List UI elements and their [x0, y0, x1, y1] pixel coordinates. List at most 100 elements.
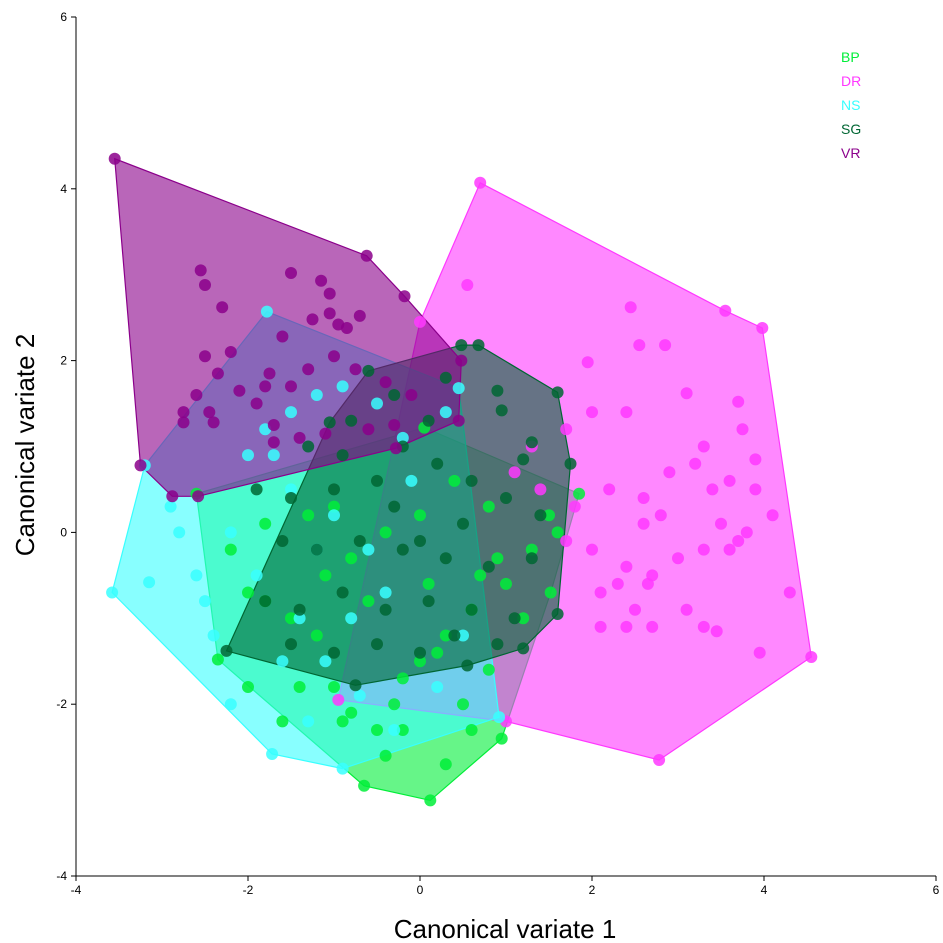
point-ns-22 — [250, 569, 263, 582]
point-bp-36 — [439, 758, 452, 771]
point-vr-34 — [405, 389, 418, 401]
point-ns-26 — [388, 724, 401, 736]
point-vr-13 — [323, 287, 336, 300]
point-dr-42 — [697, 620, 710, 633]
point-sg-50 — [336, 449, 349, 462]
point-dr-26 — [568, 500, 581, 513]
point-sg-38 — [422, 595, 435, 608]
point-dr-48 — [637, 517, 650, 530]
point-dr-21 — [689, 457, 702, 470]
point-ns-3 — [336, 762, 349, 775]
point-vr-15 — [353, 309, 366, 322]
x-tick-label: 6 — [933, 883, 940, 897]
point-dr-15 — [697, 440, 710, 453]
point-ns-8 — [224, 698, 237, 711]
point-dr-50 — [508, 466, 521, 479]
legend-entry-bp: BP — [841, 49, 860, 65]
point-ns-15 — [371, 397, 383, 410]
point-bp-7 — [211, 653, 224, 666]
series-sg — [220, 339, 577, 692]
point-sg-51 — [302, 440, 315, 453]
point-sg-2 — [455, 339, 468, 352]
point-sg-36 — [336, 586, 349, 599]
point-sg-47 — [388, 500, 401, 513]
legend-entry-sg: SG — [841, 121, 861, 137]
point-vr-12 — [315, 274, 328, 287]
point-bp-37 — [431, 646, 444, 659]
point-sg-8 — [461, 659, 474, 672]
point-dr-10 — [633, 339, 646, 352]
point-bp-20 — [525, 543, 538, 556]
point-bp-30 — [396, 672, 409, 685]
point-sg-19 — [431, 457, 444, 470]
legend: BP DR NS SG VR — [841, 49, 861, 161]
point-ns-27 — [431, 681, 444, 693]
points-layer — [106, 152, 818, 807]
point-dr-36 — [586, 543, 598, 556]
point-dr-22 — [723, 474, 736, 487]
point-vr-41 — [177, 416, 190, 429]
point-sg-41 — [285, 638, 297, 651]
point-vr-23 — [224, 346, 237, 358]
x-tick-label: -4 — [71, 883, 82, 897]
point-bp-22 — [482, 500, 495, 513]
point-sg-1 — [362, 364, 375, 377]
point-ns-1 — [452, 382, 465, 395]
point-ns-38 — [302, 715, 315, 728]
point-vr-21 — [211, 367, 224, 380]
hull-layer — [111, 157, 812, 802]
point-dr-39 — [594, 586, 607, 599]
point-sg-31 — [439, 552, 452, 565]
point-dr-20 — [736, 423, 749, 436]
point-vr-6 — [192, 490, 205, 503]
point-sg-9 — [349, 679, 362, 692]
point-sg-4 — [551, 386, 564, 399]
point-dr-46 — [620, 620, 633, 633]
point-dr-18 — [620, 406, 633, 419]
point-dr-12 — [581, 356, 594, 369]
point-bp-27 — [302, 509, 315, 522]
point-vr-22 — [199, 350, 211, 363]
hull-vr — [114, 157, 462, 497]
legend-entry-dr: DR — [841, 73, 861, 89]
point-sg-20 — [465, 474, 478, 487]
point-dr-24 — [637, 492, 650, 504]
point-bp-35 — [379, 749, 392, 762]
point-vr-17 — [306, 313, 319, 326]
point-ns-34 — [405, 474, 418, 487]
point-ns-24 — [319, 655, 332, 668]
point-dr-7 — [414, 315, 426, 328]
point-dr-23 — [663, 466, 676, 479]
point-vr-38 — [319, 427, 332, 440]
point-ns-36 — [267, 449, 280, 462]
point-dr-49 — [534, 483, 547, 496]
point-bp-24 — [414, 509, 426, 522]
point-vr-40 — [388, 419, 401, 431]
y-tick-label: -2 — [56, 697, 67, 711]
point-bp-44 — [422, 577, 435, 590]
point-dr-3 — [805, 651, 818, 663]
point-sg-37 — [379, 603, 392, 616]
point-vr-32 — [349, 363, 362, 376]
point-dr-2 — [756, 322, 769, 334]
point-vr-31 — [328, 350, 340, 363]
point-sg-32 — [482, 560, 495, 573]
point-bp-29 — [224, 543, 237, 556]
y-tick-label: 0 — [60, 525, 67, 539]
point-bp-15 — [388, 698, 401, 711]
point-sg-34 — [259, 595, 272, 608]
point-sg-12 — [495, 404, 508, 417]
point-vr-2 — [398, 290, 411, 303]
point-ns-29 — [345, 612, 358, 625]
point-sg-49 — [457, 517, 469, 530]
point-bp-16 — [414, 655, 426, 668]
point-ns-19 — [328, 509, 340, 522]
point-sg-5 — [564, 457, 577, 470]
point-bp-48 — [465, 724, 478, 736]
point-dr-41 — [680, 603, 693, 616]
y-tick-label: 4 — [60, 182, 67, 196]
point-vr-7 — [166, 490, 179, 503]
point-ns-0 — [260, 305, 273, 318]
point-bp-45 — [474, 569, 487, 582]
point-vr-44 — [293, 431, 306, 444]
